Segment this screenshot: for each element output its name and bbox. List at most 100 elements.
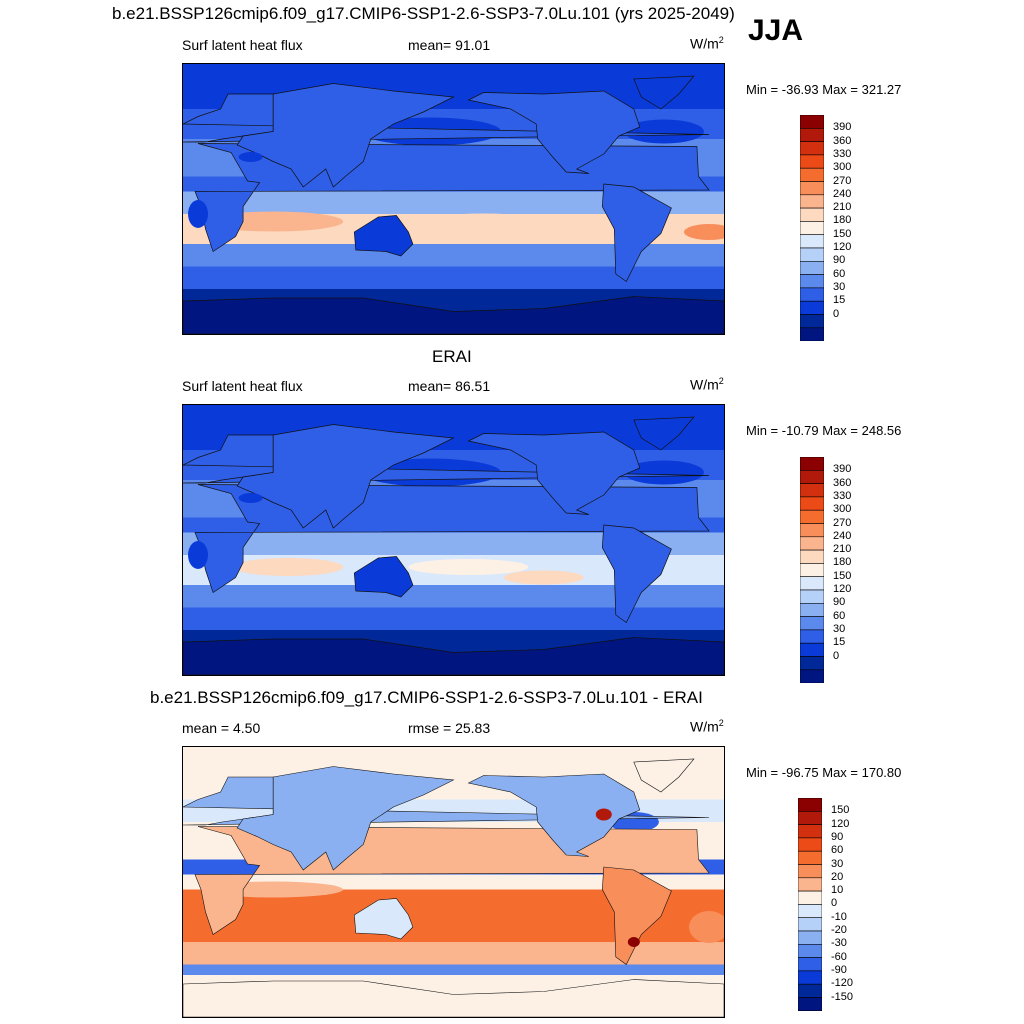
colorbar-swatch: [797, 797, 823, 812]
colorbar-swatch: [799, 221, 825, 236]
colorbar-tick-label: 300: [833, 503, 852, 516]
panel2-colorbar: 390 360 330 300 270 240 210 180 150 120 90 60 30 15 0: [799, 456, 851, 684]
colorbar-swatch: [797, 997, 823, 1012]
colorbar-swatch: [797, 824, 823, 839]
colorbar-tick-label: 90: [833, 254, 846, 267]
panel1-colorbar: 390 360 330 300 270 240 210 180 150 120 90 60 30 15 0: [799, 114, 851, 342]
panel1-variable: Surf latent heat flux: [182, 37, 303, 53]
colorbar-swatch: [799, 300, 825, 315]
panel2-minmax: Min = -10.79 Max = 248.56: [746, 423, 902, 438]
field-feature: [238, 493, 263, 503]
panel3-rmse: rmse = 25.83: [408, 720, 491, 736]
colorbar-tick-label: 90: [833, 596, 846, 609]
colorbar-tick-label: -20: [831, 924, 847, 936]
land-antarctica: [183, 296, 724, 334]
land-greenland: [633, 758, 695, 793]
colorbar-tick-label: -10: [831, 910, 847, 923]
colorbar-tick-label: 0: [833, 649, 840, 662]
field-feature: [238, 152, 263, 162]
field-feature: [188, 541, 209, 569]
colorbar-tick-label: -120: [831, 977, 854, 990]
panel2-title: ERAI: [432, 347, 472, 366]
land-greenland: [633, 75, 695, 110]
colorbar-tick-label: 210: [833, 543, 852, 556]
field-band: [183, 532, 724, 555]
colorbar-swatch: [799, 549, 825, 564]
land-antarctica: [183, 979, 724, 1017]
colorbar-tick-label: 0: [831, 897, 838, 910]
land-north-america: [467, 773, 641, 857]
colorbar-swatch: [797, 970, 823, 985]
season-label: JJA: [748, 14, 804, 47]
colorbar-swatches: [799, 456, 825, 684]
colorbar-tick-label: 240: [833, 529, 852, 542]
colorbar-swatch: [799, 496, 825, 511]
panel3-units: W/m2: [690, 718, 724, 735]
panel3-minmax: Min = -96.75 Max = 170.80: [746, 765, 902, 780]
panel1-map: [182, 63, 725, 335]
land-antarctica: [183, 637, 724, 675]
field-band: [183, 191, 724, 214]
colorbar-tick-label: 270: [833, 516, 852, 529]
land-north-america: [467, 90, 641, 174]
land-australia: [353, 215, 414, 257]
colorbar-tick-label: 390: [833, 463, 852, 476]
panel1-minmax: Min = -36.93 Max = 321.27: [746, 82, 902, 97]
land-south-america: [601, 866, 672, 965]
panel2-variable: Surf latent heat flux: [182, 378, 303, 394]
colorbar-tick-label: 30: [833, 280, 846, 293]
colorbar-swatch: [797, 837, 823, 852]
colorbar-swatch: [799, 536, 825, 551]
colorbar-tick-label: 15: [833, 294, 846, 307]
panel3-mean: mean = 4.50: [182, 720, 261, 736]
colorbar-tick-label: 270: [833, 174, 852, 187]
field-band: [183, 607, 724, 630]
field-feature: [595, 808, 612, 821]
colorbar-tick-label: 330: [833, 147, 852, 160]
colorbar-swatch: [797, 983, 823, 998]
colorbar-swatch: [797, 850, 823, 865]
colorbar-swatch: [799, 247, 825, 262]
colorbar-swatch: [797, 811, 823, 825]
colorbar-swatch: [797, 877, 823, 892]
colorbar-swatch: [799, 287, 825, 302]
panel2-mean: mean= 86.51: [408, 378, 491, 394]
colorbar-tick-label: 120: [833, 583, 852, 595]
colorbar-tick-label: 150: [833, 227, 852, 240]
colorbar-swatch: [799, 314, 825, 329]
colorbar-swatch: [799, 523, 825, 538]
panel1-units: W/m2: [690, 35, 724, 52]
field-feature: [188, 200, 209, 228]
colorbar-swatches: [797, 797, 823, 1012]
colorbar-swatch: [799, 669, 825, 684]
colorbar-swatch: [797, 917, 823, 932]
colorbar-tick-label: 360: [833, 476, 852, 489]
colorbar-swatch: [799, 642, 825, 657]
land-north-america: [467, 431, 641, 515]
colorbar-swatch: [799, 167, 825, 182]
colorbar-tick-label: 390: [833, 121, 852, 134]
colorbar-swatch: [797, 904, 823, 919]
field-feature: [408, 559, 529, 575]
colorbar-tick-label: 60: [831, 844, 844, 857]
colorbar-tick-label: -150: [831, 990, 854, 1003]
colorbar-swatch: [799, 154, 825, 169]
colorbar-swatch: [799, 261, 825, 275]
field-band: [183, 964, 724, 975]
panel2-units: W/m2: [690, 376, 724, 393]
field-feature: [683, 224, 724, 240]
panel2-map: [182, 404, 725, 676]
colorbar-tick-label: -30: [831, 937, 847, 950]
colorbar-tick-label: 240: [833, 187, 852, 200]
colorbar-swatch: [799, 629, 825, 644]
field-feature: [503, 570, 584, 585]
field-feature: [688, 911, 724, 943]
field-band: [183, 266, 724, 289]
colorbar-tick-label: 360: [833, 134, 852, 147]
colorbar-swatch: [799, 509, 825, 524]
panel1-field: [183, 64, 724, 334]
colorbar-tick-label: 180: [833, 214, 852, 227]
colorbar-tick-label: 150: [833, 569, 852, 582]
colorbar-swatch: [799, 194, 825, 209]
colorbar-swatch: [797, 957, 823, 972]
